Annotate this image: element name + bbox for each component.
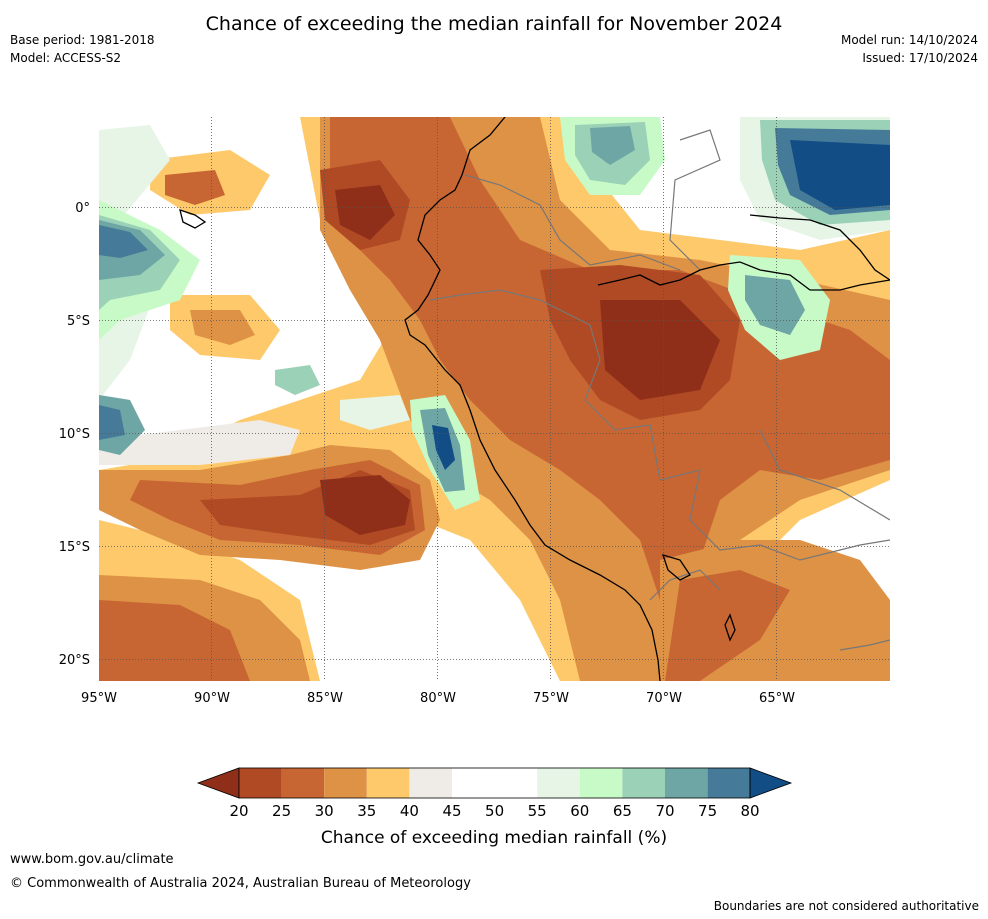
colorbar-tick-label: 60 xyxy=(570,802,589,820)
lon-label: 90°W xyxy=(194,691,230,706)
website-link[interactable]: www.bom.gov.au/climate xyxy=(10,852,174,867)
colorbar-tick-labels: 20 25 30 35 40 45 50 55 60 65 70 75 80 xyxy=(229,802,759,820)
colorbar-tick-label: 75 xyxy=(698,802,717,820)
run-info-right: Model run: 14/10/2024 Issued: 17/10/2024 xyxy=(841,31,978,67)
colorbar-swatch xyxy=(324,768,367,798)
colorbar-tick-label: 45 xyxy=(442,802,461,820)
colorbar-tick-label: 55 xyxy=(528,802,547,820)
colorbar-tick-label: 65 xyxy=(613,802,632,820)
contour-40-45-band xyxy=(99,420,300,465)
lon-label: 85°W xyxy=(307,691,343,706)
colorbar-swatch xyxy=(622,768,665,798)
colorbar-tick-label: 35 xyxy=(357,802,376,820)
model-name: Model: ACCESS-S2 xyxy=(10,51,122,65)
contour-65-70-mid xyxy=(275,365,320,395)
colorbar-title: Chance of exceeding median rainfall (%) xyxy=(321,828,667,848)
run-info-left: Base period: 1981-2018 Model: ACCESS-S2 xyxy=(10,31,155,67)
colorbar-swatches xyxy=(239,768,751,798)
colorbar: 20 25 30 35 40 45 50 55 60 65 70 75 80 C… xyxy=(196,767,793,848)
colorbar-swatch xyxy=(409,768,452,798)
lon-label: 75°W xyxy=(533,691,569,706)
issued-date: Issued: 17/10/2024 xyxy=(862,51,978,65)
colorbar-lower-extension xyxy=(196,767,240,799)
contour-below-20-north xyxy=(335,185,395,240)
country-boundaries xyxy=(429,129,890,651)
contour-75-80-west xyxy=(99,225,148,258)
lat-label: 5°S xyxy=(67,314,90,329)
colorbar-tick-label: 30 xyxy=(315,802,334,820)
lat-label: 0° xyxy=(75,201,90,216)
contour-above-80-coast xyxy=(432,425,455,470)
lat-label: 10°S xyxy=(59,427,90,442)
latitude-labels: 0° 5°S 10°S 15°S 20°S xyxy=(59,201,90,668)
colorbar-tick-label: 80 xyxy=(740,802,759,820)
contour-below-20-coast xyxy=(320,475,410,535)
copyright-notice: © Commonwealth of Australia 2024, Austra… xyxy=(10,876,471,891)
lon-label: 95°W xyxy=(81,691,117,706)
model-run-date: Model run: 14/10/2024 xyxy=(840,33,978,47)
contour-25-30-south xyxy=(99,600,250,681)
contour-30-35-west xyxy=(190,310,255,345)
graticule xyxy=(99,117,890,681)
colorbar-tick-label: 70 xyxy=(655,802,674,820)
boundary-disclaimer: Boundaries are not considered authoritat… xyxy=(713,899,979,913)
colorbar-swatch xyxy=(239,768,282,798)
colorbar-swatch xyxy=(537,768,580,798)
colorbar-swatch xyxy=(665,768,708,798)
colorbar-swatch xyxy=(494,768,538,798)
lon-label: 65°W xyxy=(759,691,795,706)
colorbar-frame xyxy=(238,767,751,799)
contour-25-30-se xyxy=(665,570,790,681)
coastline xyxy=(179,117,890,681)
lat-label: 20°S xyxy=(59,653,90,668)
rainfall-field xyxy=(99,117,890,681)
contour-below-20-core xyxy=(600,300,720,400)
colorbar-upper-extension xyxy=(749,767,793,799)
colorbar-tick-label: 50 xyxy=(485,802,504,820)
colorbar-tick-label: 25 xyxy=(272,802,291,820)
colorbar-tick-label: 40 xyxy=(400,802,419,820)
colorbar-swatch xyxy=(281,768,325,798)
lon-label: 80°W xyxy=(420,691,456,706)
base-period: Base period: 1981-2018 xyxy=(10,33,155,47)
colorbar-tick-label: 20 xyxy=(229,802,248,820)
contour-70-75-east xyxy=(745,275,805,335)
lat-label: 15°S xyxy=(59,540,90,555)
map-title: Chance of exceeding the median rainfall … xyxy=(205,13,783,35)
colorbar-swatch xyxy=(452,768,495,798)
contour-above-80-ne xyxy=(790,140,890,210)
longitude-labels: 95°W 90°W 85°W 80°W 75°W 70°W 65°W xyxy=(81,691,795,706)
contour-70-75-north xyxy=(590,126,635,165)
contour-75-80-sw xyxy=(99,405,125,440)
colorbar-swatch xyxy=(707,768,751,798)
contour-55-60-mid xyxy=(340,395,410,430)
contour-25-30-nw xyxy=(165,170,225,205)
lon-label: 70°W xyxy=(646,691,682,706)
colorbar-swatch xyxy=(579,768,623,798)
map-figure: 95°W 90°W 85°W 80°W 75°W 70°W 65°W 0° 5°… xyxy=(59,117,890,848)
colorbar-swatch xyxy=(366,768,410,798)
